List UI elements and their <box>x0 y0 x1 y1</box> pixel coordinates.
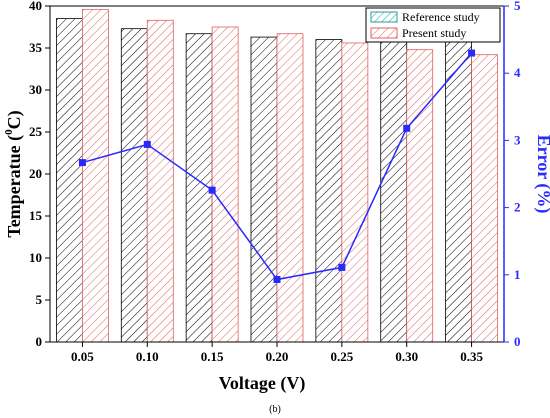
left-axis-ticks: 0 5 10 15 20 25 30 35 40 <box>29 0 50 349</box>
y-tick-label: 35 <box>29 40 43 55</box>
y-tick-label: 25 <box>29 124 43 139</box>
y2-tick-label: 3 <box>514 132 521 147</box>
error-point-5 <box>403 124 411 132</box>
error-line-layer <box>78 49 476 284</box>
legend-swatch-reference <box>370 11 398 23</box>
x-axis-ticks: 0.05 0.10 0.15 0.20 0.25 0.30 0.35 <box>71 342 483 364</box>
y-tick-label: 0 <box>36 334 43 349</box>
y-tick-label: 20 <box>29 166 42 181</box>
bars-layer <box>56 8 498 343</box>
bar-reference-5 <box>380 40 408 343</box>
bar-present-5 <box>406 49 434 343</box>
y-tick-label: 15 <box>29 208 43 223</box>
x-axis-title: Voltage (V) <box>219 373 306 394</box>
error-point-3 <box>273 276 281 284</box>
bar-present-6 <box>471 54 498 343</box>
y2-tick-label: 1 <box>514 267 521 282</box>
error-point-6 <box>468 49 476 57</box>
y2-axis-title: Error (%) <box>533 135 550 214</box>
y2-tick-label: 5 <box>514 0 521 13</box>
x-tick-label: 0.20 <box>266 349 289 364</box>
legend-swatch-present <box>370 27 398 39</box>
bar-present-3 <box>276 33 304 343</box>
x-tick-label: 0.10 <box>136 349 159 364</box>
y-tick-label: 40 <box>29 0 42 13</box>
bar-reference-0 <box>56 18 83 343</box>
y-tick-label: 10 <box>29 250 42 265</box>
bar-reference-4 <box>315 39 343 343</box>
bar-present-2 <box>211 26 239 343</box>
error-point-0 <box>78 159 86 167</box>
y-tick-label: 30 <box>29 82 42 97</box>
y-axis-title: Temperatue (0C) <box>3 110 25 237</box>
bar-present-1 <box>146 19 174 343</box>
legend: Reference study Present study <box>365 7 501 43</box>
y2-tick-label: 2 <box>514 200 521 215</box>
right-axis: 0 1 2 3 4 5 <box>503 0 521 349</box>
bar-reference-6 <box>445 41 472 343</box>
x-tick-label: 0.30 <box>395 349 418 364</box>
x-tick-label: 0.05 <box>71 349 94 364</box>
bar-reference-3 <box>250 36 278 343</box>
bar-reference-1 <box>120 28 148 343</box>
bar-present-4 <box>341 42 369 343</box>
y2-tick-label: 4 <box>514 65 521 80</box>
x-tick-label: 0.25 <box>330 349 353 364</box>
error-point-1 <box>143 140 151 148</box>
figure-caption: (b) <box>269 404 281 415</box>
error-point-2 <box>208 186 216 194</box>
legend-label-present: Present study <box>402 26 466 40</box>
error-point-4 <box>338 263 346 271</box>
y-tick-label: 5 <box>36 292 43 307</box>
legend-label-reference: Reference study <box>402 10 480 24</box>
y2-tick-label: 0 <box>514 334 521 349</box>
x-tick-label: 0.15 <box>201 349 224 364</box>
x-tick-label: 0.35 <box>460 349 483 364</box>
bar-present-0 <box>82 8 109 343</box>
